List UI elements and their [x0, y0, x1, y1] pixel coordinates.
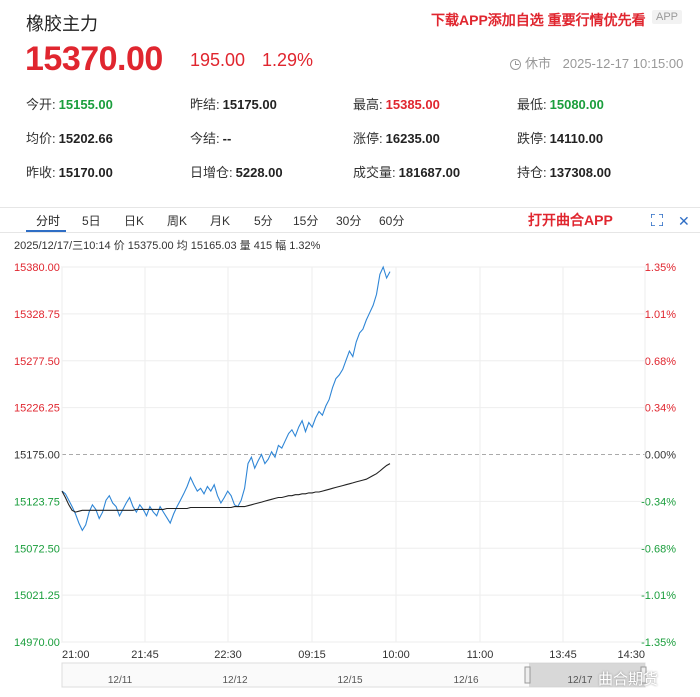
price-change-pct: 1.29% [262, 50, 314, 70]
stat-item: 成交量: 181687.00 [353, 162, 460, 181]
x-tick-label: 22:30 [214, 649, 242, 661]
navigator-window [529, 663, 645, 687]
stat-label: 均价: [26, 131, 56, 146]
stat-label: 昨收: [26, 165, 56, 180]
pct-tick-label: 0.68% [645, 356, 676, 368]
stat-value: 15385.00 [385, 97, 440, 112]
stat-value: 14110.00 [549, 131, 604, 146]
stat-value: 137308.00 [549, 165, 612, 180]
stat-item: 涨停: 16235.00 [353, 128, 440, 147]
y-tick-label: 15380.00 [14, 262, 60, 274]
stat-item: 昨结: 15175.00 [190, 94, 277, 113]
close-icon[interactable]: ✕ [678, 213, 690, 229]
x-tick-label: 09:15 [298, 649, 326, 661]
stat-label: 昨结: [190, 97, 220, 112]
stat-item: 今开: 15155.00 [26, 94, 113, 113]
stat-value: 15080.00 [549, 97, 604, 112]
navigator-handle-right [640, 666, 647, 684]
pct-tick-label: -0.68% [641, 543, 676, 555]
stat-label: 今开: [26, 97, 56, 112]
stat-value: -- [222, 131, 232, 146]
stat-item: 最低: 15080.00 [517, 94, 604, 113]
navigator-handle-left [524, 666, 531, 684]
open-app-button[interactable]: 打开曲合APP [528, 212, 613, 228]
app-badge[interactable]: APP [652, 10, 683, 24]
tab-7[interactable]: 30分 [336, 214, 362, 228]
stat-value: 5228.00 [235, 165, 283, 180]
navigator-label: 12/15 [337, 675, 362, 686]
stat-label: 最高: [353, 97, 383, 112]
clock-icon [510, 59, 521, 70]
x-tick-label: 21:45 [131, 649, 159, 661]
active-tab-underline [26, 230, 66, 232]
stat-label: 最低: [517, 97, 547, 112]
tab-3[interactable]: 周K [167, 214, 188, 228]
pct-tick-label: -1.35% [641, 637, 676, 649]
y-tick-label: 15277.50 [14, 356, 60, 368]
stat-value: 15175.00 [222, 97, 277, 112]
price-line [61, 265, 391, 532]
crosshair-info: 2025/12/17/三10:14 价 15375.00 均 15165.03 … [14, 240, 321, 252]
fullscreen-icon[interactable] [651, 214, 663, 226]
navigator-label: 12/11 [108, 675, 133, 686]
x-tick-label: 11:00 [467, 649, 494, 661]
pct-tick-label: -0.34% [641, 496, 676, 508]
stat-label: 跌停: [517, 131, 547, 146]
tab-5[interactable]: 5分 [254, 214, 273, 228]
stat-value: 181687.00 [398, 165, 461, 180]
navigator-label: 12/17 [567, 675, 592, 686]
watermark: 曲合期货 [598, 671, 659, 688]
status-datetime: 2025-12-17 10:15:00 [562, 56, 684, 71]
pct-tick-label: 1.01% [645, 309, 676, 321]
y-tick-label: 15175.00 [14, 450, 60, 462]
stat-item: 今结: -- [190, 128, 231, 147]
stat-item: 持仓: 137308.00 [517, 162, 611, 181]
y-tick-label: 15226.25 [14, 403, 60, 415]
pct-tick-label: -1.01% [641, 590, 676, 602]
stat-value: 15170.00 [58, 165, 113, 180]
tab-2[interactable]: 日K [124, 214, 145, 228]
product-title: 橡胶主力 [26, 14, 98, 34]
y-tick-label: 15123.75 [14, 496, 60, 508]
stat-item: 均价: 15202.66 [26, 128, 113, 147]
stat-label: 持仓: [517, 165, 547, 180]
y-tick-label: 15072.50 [14, 543, 60, 555]
stat-item: 昨收: 15170.00 [26, 162, 113, 181]
status-text: 休市 [525, 56, 552, 71]
tab-1[interactable]: 5日 [82, 214, 101, 228]
stat-value: 15155.00 [58, 97, 113, 112]
x-tick-label: 14:30 [617, 649, 645, 661]
stat-label: 涨停: [353, 131, 383, 146]
y-tick-label: 15328.75 [14, 309, 60, 321]
last-price: 15370.00 [25, 40, 163, 78]
chart-tabs: 分时 5日 日K 周K 月K 5分 15分 30分 60分 打开曲合APP ✕ [0, 207, 700, 233]
y-tick-label: 14970.00 [14, 637, 60, 649]
stat-item: 日增仓: 5228.00 [190, 162, 283, 181]
x-tick-label: 10:00 [382, 649, 410, 661]
stat-label: 日增仓: [190, 165, 233, 180]
stat-label: 今结: [190, 131, 220, 146]
navigator-label: 12/16 [453, 675, 478, 686]
stat-label: 成交量: [353, 165, 396, 180]
tab-8[interactable]: 60分 [379, 214, 405, 228]
navigator-label: 12/12 [222, 675, 247, 686]
tab-6[interactable]: 15分 [293, 214, 319, 228]
x-tick-label: 13:45 [549, 649, 577, 661]
stat-item: 最高: 15385.00 [353, 94, 440, 113]
stat-item: 跌停: 14110.00 [517, 128, 603, 147]
y-tick-label: 15021.25 [14, 590, 60, 602]
stat-value: 16235.00 [385, 131, 440, 146]
pct-tick-label: 0.00% [645, 450, 676, 462]
market-status: 休市 2025-12-17 10:15:00 [510, 53, 683, 72]
average-line [61, 463, 391, 513]
stat-value: 15202.66 [58, 131, 113, 146]
pct-tick-label: 1.35% [645, 262, 676, 274]
pct-tick-label: 0.34% [645, 403, 676, 415]
tab-0[interactable]: 分时 [36, 214, 61, 228]
tab-4[interactable]: 月K [210, 214, 231, 228]
x-tick-label: 21:00 [62, 649, 90, 661]
promo-download-link[interactable]: 下载APP添加自选 重要行情优先看 [431, 12, 646, 28]
price-change: 195.00 [190, 50, 246, 70]
intraday-chart[interactable]: 15380.00 1.35% 15328.75 1.01% 15277.50 0.68% 1… [0, 255, 700, 697]
